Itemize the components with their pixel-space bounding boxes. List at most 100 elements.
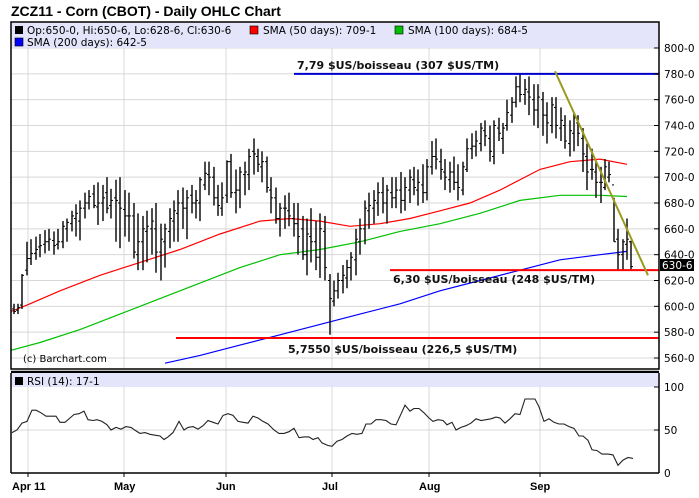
ohlc-bar: [470, 133, 474, 160]
x-axis: Apr 11 May Jun Jul Aug Sep: [12, 473, 550, 493]
ohlc-bar: [399, 172, 403, 214]
ohlc-bar: [568, 120, 572, 157]
last-price-label: 630-6: [662, 260, 693, 272]
ohlc-bar: [278, 203, 282, 237]
ohlc-bar: [372, 190, 376, 224]
y-tick-label: 660-0: [664, 224, 695, 236]
ohlc-bar: [621, 239, 625, 271]
ohlc-bar: [260, 151, 264, 183]
ohlc-bar: [625, 218, 629, 260]
legend-sma50: SMA (50 days): 709-1: [263, 25, 376, 37]
ohlc-bar: [408, 169, 412, 203]
y-tick-label: 640-0: [664, 250, 695, 262]
price-level-label: 6,30 $US/boisseau (248 $US/TM): [393, 273, 595, 286]
price-y-axis: 560-0 580-0 600-0 620-0 640-0 660-0 680-0 700-0…: [654, 43, 695, 365]
y-tick-label: 680-0: [664, 198, 695, 210]
legend: Op:650-0, Hi:650-6, Lo:628-6, Cl:630-6 S…: [14, 25, 528, 49]
legend-background: [11, 22, 659, 48]
ohlc-bar: [501, 122, 505, 154]
ohlc-bar: [314, 221, 318, 271]
ohlc-bar: [38, 234, 42, 258]
ohlc-bar: [510, 97, 514, 123]
ohlc-bar: [527, 76, 531, 116]
ohlc-bar: [309, 208, 313, 263]
sma-line: [10, 158, 628, 313]
y-tick-label: 560-0: [664, 353, 695, 365]
ohlc-bar: [305, 218, 309, 276]
ohlc-bar: [65, 218, 69, 242]
rsi-legend-background: [11, 373, 659, 387]
ohlc-bar: [47, 228, 51, 251]
ohlc-bar: [96, 182, 100, 225]
ohlc-bar: [252, 138, 256, 175]
ohlc-bar: [550, 97, 554, 134]
ohlc-bar: [203, 161, 207, 191]
ohlc-bar: [127, 192, 131, 242]
last-price-badge: [660, 259, 694, 271]
ohlc-bar: [456, 164, 460, 201]
ohlc-bar: [518, 73, 522, 103]
ohlc-bar: [118, 177, 122, 249]
ohlc-bar: [532, 84, 536, 126]
sma100-swatch-icon: [394, 25, 404, 35]
ohlc-bar: [243, 161, 247, 196]
ohlc-bar: [283, 195, 287, 229]
ohlc-bar: [585, 143, 589, 191]
ohlc-bar: [78, 200, 82, 241]
ohlc-bar: [265, 156, 269, 193]
ohlc-bar: [12, 303, 16, 315]
ohlc-bar: [328, 274, 332, 335]
ohlc-bar: [323, 215, 327, 281]
ohlc-bar: [403, 177, 407, 211]
ohlc-bar: [430, 141, 434, 175]
ohlc-bar: [581, 128, 585, 172]
ohlc-bar: [163, 223, 167, 268]
ohlc-bar: [381, 177, 385, 214]
ohlc-bar: [207, 161, 211, 196]
ohlc-bar: [554, 97, 558, 139]
ohlc-bar: [229, 153, 233, 198]
ohlc-bar: [492, 120, 496, 165]
ohlc-bar: [416, 169, 420, 206]
rsi-y-axis: 0 50 100: [654, 382, 684, 480]
ohlc-bar: [238, 166, 242, 209]
y-tick-label: 740-0: [664, 121, 695, 133]
rsi-gridlines: [11, 387, 659, 473]
ohlc-bar: [465, 138, 469, 172]
x-tick-label: Sep: [530, 481, 550, 493]
ohlc-bar: [194, 190, 198, 219]
ohlc-bar: [83, 192, 87, 219]
ohlc-bar: [536, 84, 540, 129]
ohlc-bar: [345, 259, 349, 289]
ohlc-bar: [385, 184, 389, 224]
ohlc-bar: [25, 241, 29, 276]
ohlc-bar: [176, 190, 180, 242]
ohlc-bar: [269, 177, 273, 214]
ohlc-bar: [216, 184, 220, 216]
y-tick-label: 580-0: [664, 327, 695, 339]
y-tick-label: 760-0: [664, 95, 695, 107]
ohlc-bars: [12, 73, 633, 335]
ohlc-bar: [523, 79, 527, 105]
ohlc-bar: [594, 161, 598, 198]
ohlc-bar: [185, 190, 189, 240]
ohlc-bar: [488, 125, 492, 162]
ohlc-bar: [198, 177, 202, 222]
ohlc-bar: [332, 280, 336, 307]
rsi-swatch-icon: [15, 377, 23, 385]
ohlc-bar: [505, 99, 509, 131]
annotations: 7,79 $US/boisseau (307 $US/TM) 6,30 $US/b…: [176, 59, 659, 356]
ohlc-bar: [159, 223, 163, 281]
ohlc-bar: [287, 192, 291, 227]
ohlc-bar: [545, 102, 549, 144]
ohlc-bar: [105, 177, 109, 214]
y-tick-label: 800-0: [664, 43, 695, 55]
ohlc-bar: [421, 164, 425, 203]
ohlc-bar: [87, 190, 91, 210]
ohlc-bar: [154, 203, 158, 273]
legend-sma200: SMA (200 days): 642-5: [27, 37, 147, 49]
ohlc-bar: [394, 177, 398, 209]
ohlc-bar: [136, 213, 140, 271]
ohlc-bar: [448, 161, 452, 193]
